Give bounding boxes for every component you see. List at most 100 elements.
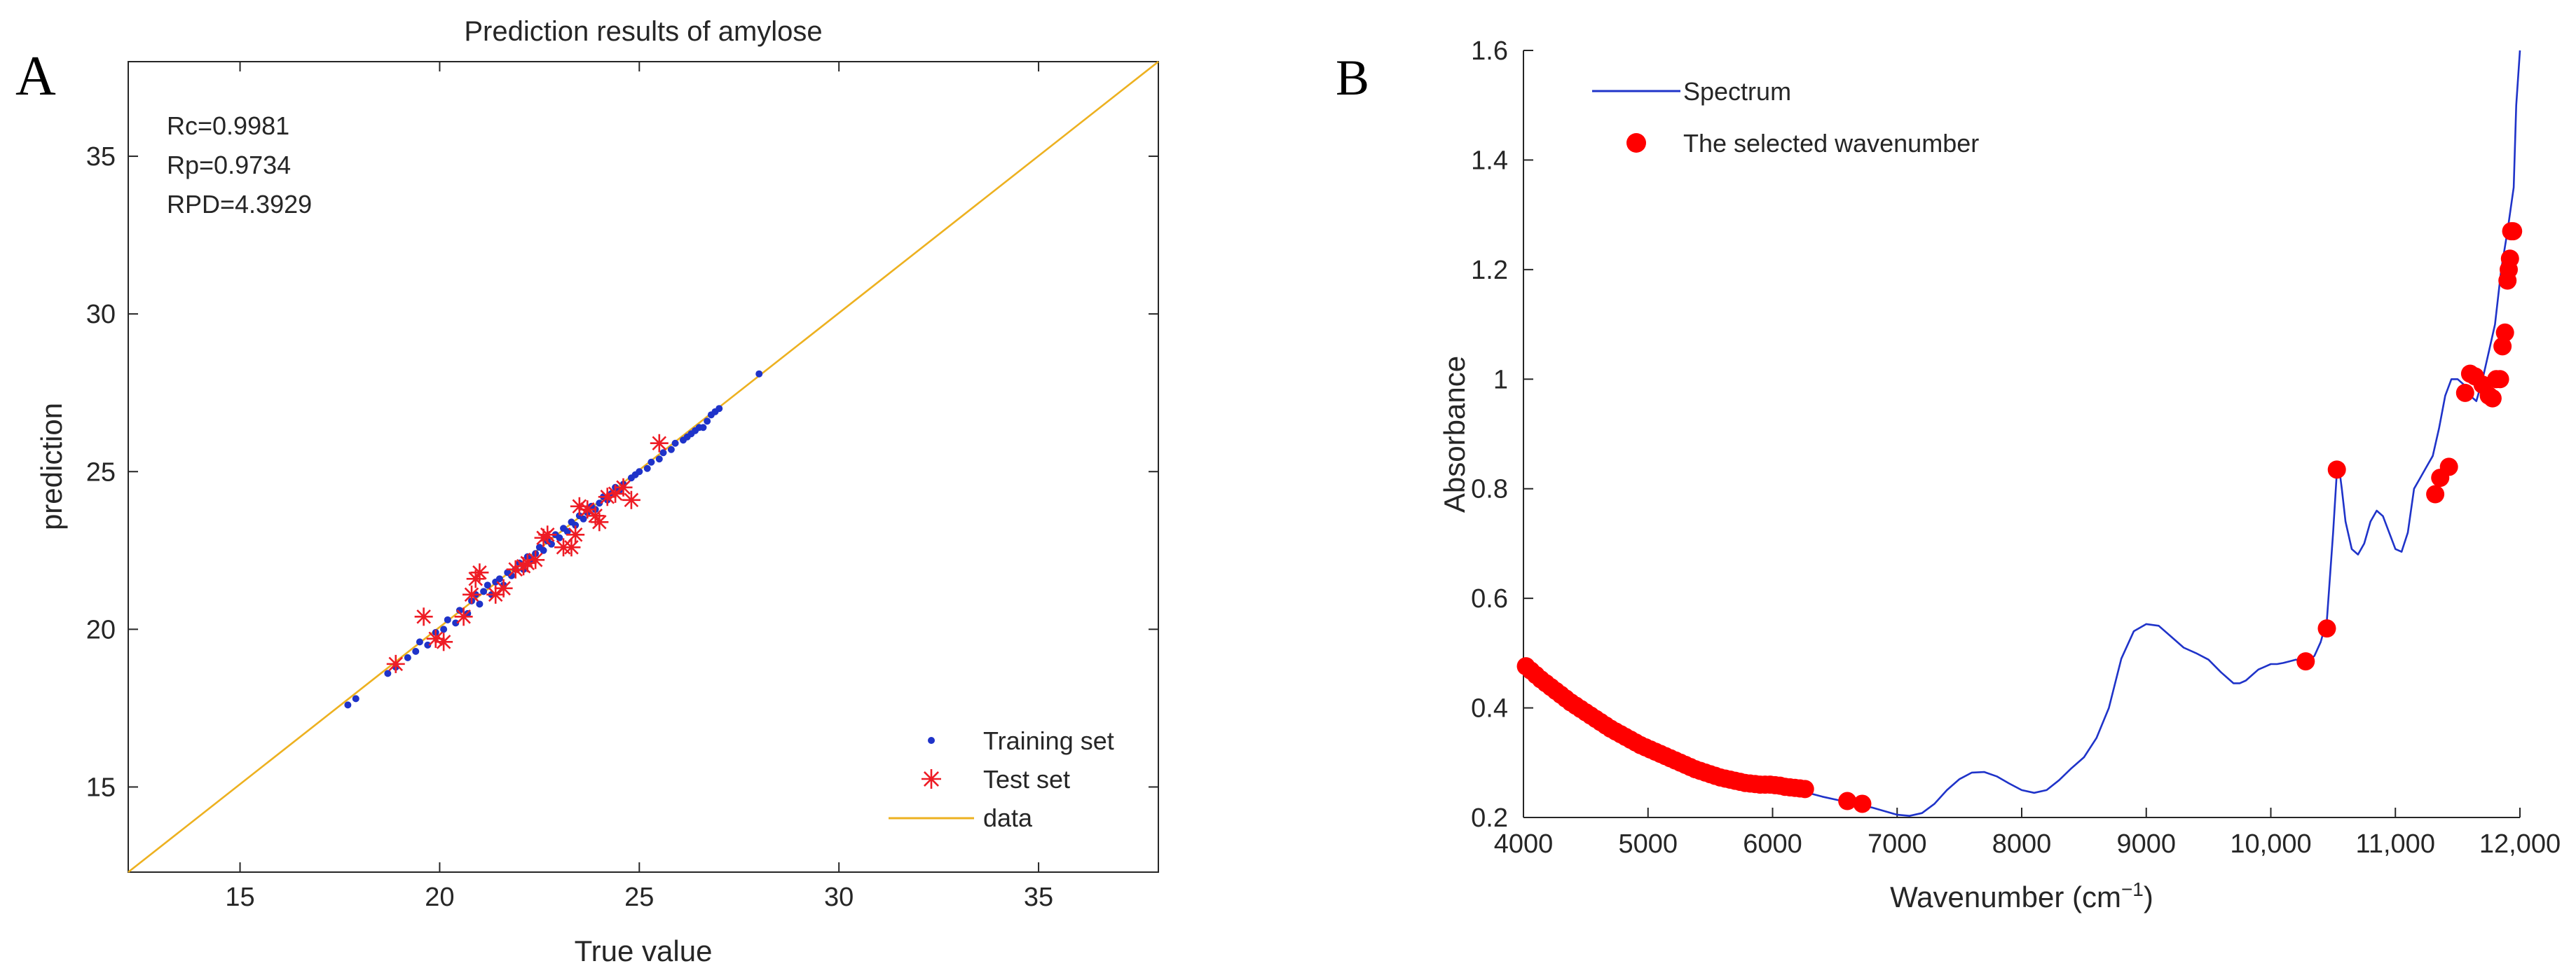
annotation-rc: Rc=0.9981 bbox=[167, 111, 289, 140]
selected-point bbox=[2491, 370, 2509, 389]
b-xtick-label: 6000 bbox=[1743, 829, 1802, 859]
a-ytick-label: 25 bbox=[86, 457, 116, 487]
test-point bbox=[562, 538, 581, 557]
b-ytick-label: 0.6 bbox=[1471, 584, 1508, 614]
test-point bbox=[426, 629, 445, 648]
training-point bbox=[547, 540, 555, 548]
chart-b-xlabel-close: ) bbox=[2144, 881, 2153, 913]
training-point bbox=[424, 641, 432, 649]
test-point bbox=[463, 585, 481, 604]
chart-a-tick-labels: 15 20 25 30 35 15 20 25 30 35 bbox=[86, 142, 1053, 912]
legend-data-label: data bbox=[983, 803, 1033, 832]
series-spectrum bbox=[1523, 50, 2521, 817]
training-point bbox=[480, 588, 488, 595]
chart-a-xlabel: True value bbox=[575, 934, 713, 967]
annotation-rpd: RPD=4.3929 bbox=[167, 190, 312, 219]
chart-b-tick-labels: 4000 5000 6000 7000 8000 9000 10,000 11,000 12,0… bbox=[1471, 36, 2561, 859]
test-point bbox=[470, 563, 489, 582]
chart-b-data bbox=[1516, 50, 2523, 817]
training-point bbox=[655, 455, 663, 463]
series-selected-wavenumber bbox=[1516, 222, 2523, 813]
b-ytick-label: 0.4 bbox=[1471, 694, 1508, 724]
test-point bbox=[414, 607, 433, 626]
training-point bbox=[440, 626, 448, 633]
series-data-line bbox=[128, 60, 1159, 874]
training-point bbox=[715, 405, 723, 413]
annotation-rp: Rp=0.9734 bbox=[167, 151, 291, 179]
chart-a-legend: Training set Test set data bbox=[889, 726, 1114, 832]
test-point bbox=[590, 513, 609, 532]
test-point bbox=[566, 525, 585, 544]
training-point bbox=[556, 534, 563, 541]
selected-point bbox=[1853, 794, 1872, 813]
selected-point bbox=[2493, 337, 2512, 356]
training-point bbox=[416, 638, 423, 646]
selected-point bbox=[1838, 792, 1857, 810]
a-xtick-label: 30 bbox=[824, 883, 854, 912]
training-point bbox=[352, 695, 359, 703]
test-point bbox=[434, 633, 453, 651]
b-ytick-label: 1 bbox=[1493, 365, 1508, 394]
a-ytick-label: 15 bbox=[86, 773, 116, 802]
training-point bbox=[344, 701, 352, 709]
training-point bbox=[484, 581, 491, 589]
legend-selected-marker bbox=[1626, 133, 1646, 153]
series-test-set bbox=[386, 434, 669, 673]
legend-test-label: Test set bbox=[983, 765, 1070, 794]
test-point bbox=[518, 553, 537, 572]
test-point bbox=[526, 551, 545, 570]
selected-point bbox=[2426, 485, 2445, 504]
chart-a-ylabel: prediction bbox=[35, 403, 68, 530]
selected-point bbox=[2500, 249, 2519, 268]
chart-a-ticks bbox=[128, 62, 1158, 872]
test-point bbox=[606, 484, 625, 503]
legend-spectrum-label: Spectrum bbox=[1683, 77, 1791, 106]
b-xtick-label: 5000 bbox=[1618, 829, 1678, 859]
legend-training-label: Training set bbox=[983, 726, 1114, 755]
b-ytick-label: 0.8 bbox=[1471, 475, 1508, 504]
b-ytick-label: 1.4 bbox=[1471, 146, 1508, 175]
test-point bbox=[386, 654, 405, 673]
training-point bbox=[671, 439, 679, 447]
b-ytick-label: 1.2 bbox=[1471, 256, 1508, 285]
selected-point bbox=[2439, 457, 2458, 476]
a-ytick-label: 35 bbox=[86, 142, 116, 172]
selected-point bbox=[1795, 780, 1814, 799]
a-xtick-label: 20 bbox=[425, 883, 454, 912]
a-xtick-label: 35 bbox=[1024, 883, 1053, 912]
b-xtick-label: 10,000 bbox=[2230, 829, 2311, 859]
selected-point bbox=[2504, 222, 2523, 241]
panel-letter-b: B bbox=[1336, 50, 1369, 106]
training-point bbox=[667, 446, 675, 453]
selected-point bbox=[2327, 460, 2346, 479]
training-point bbox=[755, 370, 763, 378]
b-ytick-label: 0.2 bbox=[1471, 803, 1508, 833]
selected-point bbox=[2483, 389, 2502, 408]
test-point bbox=[570, 497, 589, 516]
test-point bbox=[494, 579, 513, 598]
a-xtick-label: 15 bbox=[225, 883, 254, 912]
b-xtick-label: 9000 bbox=[2116, 829, 2176, 859]
selected-point bbox=[2455, 383, 2474, 402]
b-xtick-label: 11,000 bbox=[2356, 829, 2435, 859]
training-point bbox=[580, 515, 587, 523]
chart-b: B 4000 5000 6000 7000 8000 9000 10,000 11,000 12… bbox=[1336, 36, 2561, 913]
test-point bbox=[622, 490, 640, 509]
training-point bbox=[704, 417, 711, 425]
chart-a-data bbox=[128, 60, 1159, 874]
training-point bbox=[540, 546, 547, 554]
legend-test-marker bbox=[922, 769, 941, 789]
training-point bbox=[476, 600, 484, 608]
b-xtick-label: 4000 bbox=[1494, 829, 1554, 859]
legend-training-marker bbox=[928, 737, 935, 744]
selected-point bbox=[2495, 323, 2514, 342]
legend-selected-label: The selected wavenumber bbox=[1683, 129, 1979, 158]
training-point bbox=[404, 654, 411, 661]
selected-point bbox=[2296, 652, 2315, 671]
a-xtick-label: 25 bbox=[624, 883, 654, 912]
test-point bbox=[538, 525, 557, 544]
chart-b-xlabel-main: Wavenumber (cm bbox=[1890, 881, 2121, 913]
chart-a: A Prediction results of amylose 15 20 25 30… bbox=[15, 16, 1159, 967]
test-point bbox=[614, 478, 633, 497]
training-point bbox=[659, 449, 667, 457]
